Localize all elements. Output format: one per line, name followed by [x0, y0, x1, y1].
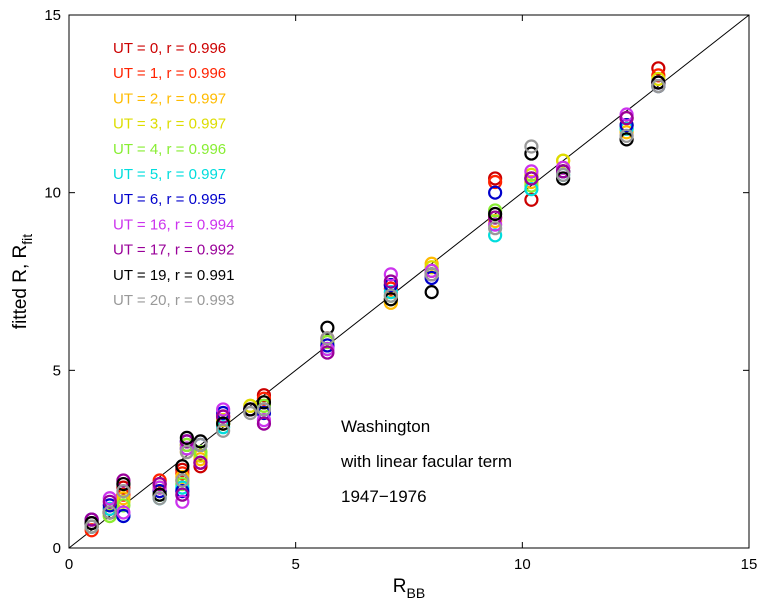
legend-entry: UT = 0, r = 0.996: [113, 40, 226, 57]
data-point: [383, 288, 398, 303]
y-axis-label: fitted R, Rfit: [10, 234, 35, 329]
data-point: [524, 146, 539, 161]
data-point: [488, 228, 503, 243]
data-point: [651, 78, 666, 94]
data-point: [488, 221, 503, 236]
y-tick-label: 5: [53, 362, 61, 379]
legend-entry: UT = 19, r = 0.991: [113, 267, 234, 284]
data-point: [116, 476, 131, 492]
y-tick-label: 0: [53, 540, 61, 557]
legend-entry: UT = 6, r = 0.995: [113, 191, 226, 208]
data-point: [193, 444, 208, 460]
data-point: [179, 444, 194, 460]
data-point: [216, 416, 231, 431]
data-point: [556, 167, 571, 182]
data-point: [524, 139, 539, 154]
legend-entry: UT = 2, r = 0.997: [113, 90, 226, 107]
legend-entry: UT = 17, r = 0.992: [113, 242, 234, 259]
legend-entry: UT = 5, r = 0.997: [113, 166, 226, 183]
plot-frame: [68, 14, 750, 549]
data-point: [175, 494, 190, 509]
data-point: [424, 267, 439, 282]
legend-entry: UT = 4, r = 0.996: [113, 141, 226, 158]
x-axis-label: RBB: [393, 576, 425, 601]
data-point: [488, 206, 503, 222]
x-tick-label: 15: [741, 556, 758, 573]
legend-entry: UT = 3, r = 0.997: [113, 116, 226, 133]
annotation-station: Washington: [341, 417, 430, 436]
annotation-method: with linear facular term: [340, 452, 512, 471]
data-point: [651, 61, 666, 76]
data-point: [175, 459, 190, 474]
annotation-period: 1947−1976: [341, 487, 427, 506]
data-point: [524, 192, 539, 207]
legend-entry: UT = 20, r = 0.993: [113, 292, 234, 309]
data-point: [383, 267, 398, 282]
data-point: [179, 430, 194, 445]
data-point: [619, 110, 634, 126]
x-tick-label: 5: [291, 556, 299, 573]
data-point: [193, 455, 208, 470]
data-point: [152, 476, 167, 492]
data-point: [524, 164, 539, 179]
data-point: [556, 153, 571, 168]
data-point: [488, 185, 503, 200]
legend-entry: UT = 1, r = 0.996: [113, 65, 226, 82]
data-point: [216, 409, 231, 424]
data-point: [320, 320, 335, 335]
series-10: [84, 78, 666, 534]
y-tick-label: 15: [44, 7, 61, 24]
y-tick-label: 10: [44, 185, 61, 202]
data-point: [102, 505, 117, 520]
data-point: [424, 285, 439, 300]
data-point: [216, 402, 231, 417]
data-point: [175, 473, 190, 488]
x-tick-label: 0: [65, 556, 73, 573]
data-point: [524, 182, 539, 197]
data-point: [84, 519, 99, 534]
data-point: [524, 171, 539, 186]
data-point: [193, 437, 208, 453]
data-point: [619, 118, 634, 133]
legend: UT = 0, r = 0.996 UT = 1, r = 0.996 UT = 2…: [113, 40, 234, 309]
annotation-block: Washington with linear facular term 1947…: [340, 417, 512, 506]
data-point: [383, 274, 398, 289]
data-point: [256, 402, 272, 417]
data-point: [116, 484, 131, 499]
data-point: [116, 498, 131, 513]
data-point: [320, 331, 335, 346]
reference-line-layer: [68, 14, 750, 549]
data-point: [152, 491, 167, 506]
data-point: [175, 487, 190, 502]
data-point: [102, 494, 117, 509]
data-point: [256, 395, 272, 410]
legend-entry: UT = 16, r = 0.994: [113, 216, 234, 233]
data-point: [320, 345, 335, 360]
data-point: [256, 416, 272, 431]
reference-line: [68, 14, 750, 549]
x-tick-label: 10: [514, 556, 531, 573]
data-point: [216, 423, 231, 438]
data-point: [243, 405, 258, 421]
data-point: [619, 128, 634, 143]
data-points-layer: [84, 61, 666, 538]
data-point: [488, 174, 503, 190]
axis-ticks-layer: 0 5 10 15 0 5 10 15: [44, 7, 757, 573]
data-point: [116, 505, 131, 520]
